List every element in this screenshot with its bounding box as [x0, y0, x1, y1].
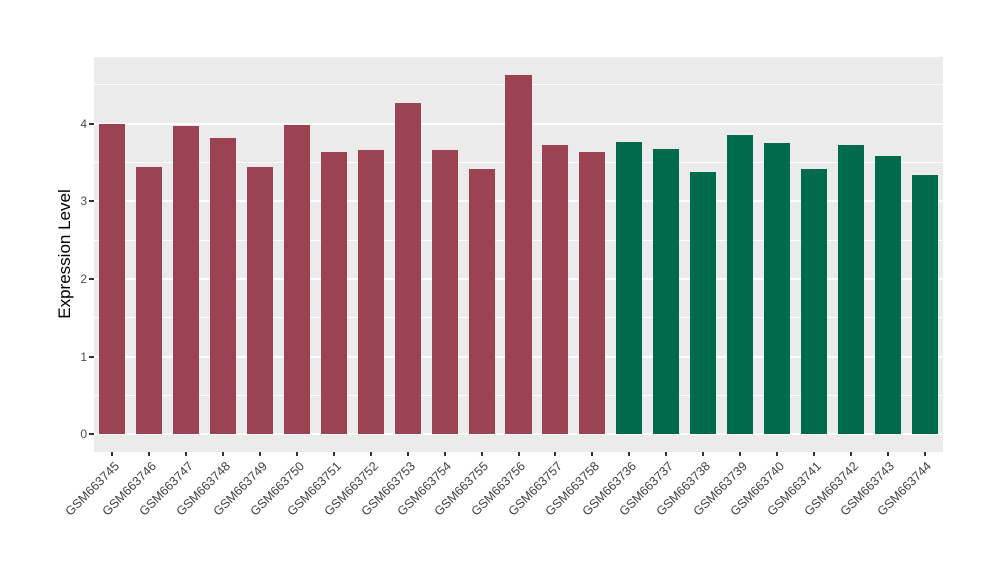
x-tick-mark — [517, 452, 520, 456]
bar-GSM663758 — [579, 151, 606, 435]
x-tick-mark — [406, 452, 409, 456]
bar-GSM663748 — [210, 138, 237, 435]
x-tick-mark — [222, 452, 225, 456]
bar-GSM663740 — [763, 143, 790, 435]
x-tick-mark — [111, 452, 114, 456]
x-tick-mark — [628, 452, 631, 456]
bar-GSM663745 — [99, 123, 126, 435]
x-tick-mark — [259, 452, 262, 456]
bar-GSM663741 — [800, 168, 827, 435]
x-tick-mark — [148, 452, 151, 456]
bar-GSM663753 — [394, 102, 421, 435]
x-tick-mark — [369, 452, 372, 456]
y-tick-mark — [89, 200, 94, 203]
x-tick-mark — [923, 452, 926, 456]
x-tick-mark — [480, 452, 483, 456]
bar-GSM663742 — [837, 145, 864, 435]
x-tick-mark — [443, 452, 446, 456]
x-tick-mark — [296, 452, 299, 456]
bar-GSM663750 — [284, 125, 311, 435]
x-tick-mark — [849, 452, 852, 456]
x-tick-mark — [591, 452, 594, 456]
y-tick-label: 4 — [80, 116, 87, 131]
y-tick-label: 0 — [80, 427, 87, 442]
bar-GSM663754 — [431, 150, 458, 435]
bar-GSM663739 — [726, 135, 753, 435]
gridline-major — [94, 433, 943, 436]
bar-GSM663752 — [357, 150, 384, 435]
y-tick-mark — [89, 355, 94, 358]
x-tick-mark — [665, 452, 668, 456]
x-tick-mark — [332, 452, 335, 456]
x-tick-mark — [886, 452, 889, 456]
bar-GSM663756 — [505, 74, 532, 435]
bar-GSM663749 — [247, 167, 274, 435]
bar-GSM663743 — [874, 155, 901, 435]
y-tick-label: 3 — [80, 194, 87, 209]
x-tick-mark — [554, 452, 557, 456]
bar-GSM663736 — [616, 142, 643, 435]
bar-GSM663737 — [653, 149, 680, 435]
x-tick-mark — [812, 452, 815, 456]
bar-GSM663738 — [690, 171, 717, 435]
bar-GSM663747 — [173, 126, 200, 435]
x-tick-mark — [185, 452, 188, 456]
bar-GSM663744 — [911, 174, 938, 435]
x-tick-mark — [702, 452, 705, 456]
y-tick-label: 2 — [80, 271, 87, 286]
y-tick-mark — [89, 433, 94, 436]
x-tick-mark — [775, 452, 778, 456]
bar-GSM663757 — [542, 145, 569, 435]
y-tick-mark — [89, 277, 94, 280]
x-tick-mark — [738, 452, 741, 456]
y-tick-label: 1 — [80, 349, 87, 364]
y-axis-title: Expression Level — [55, 189, 74, 319]
bar-GSM663746 — [136, 167, 163, 435]
bar-GSM663755 — [468, 168, 495, 435]
plot-panel — [94, 57, 943, 452]
y-tick-mark — [89, 122, 94, 125]
bar-GSM663751 — [320, 151, 347, 435]
